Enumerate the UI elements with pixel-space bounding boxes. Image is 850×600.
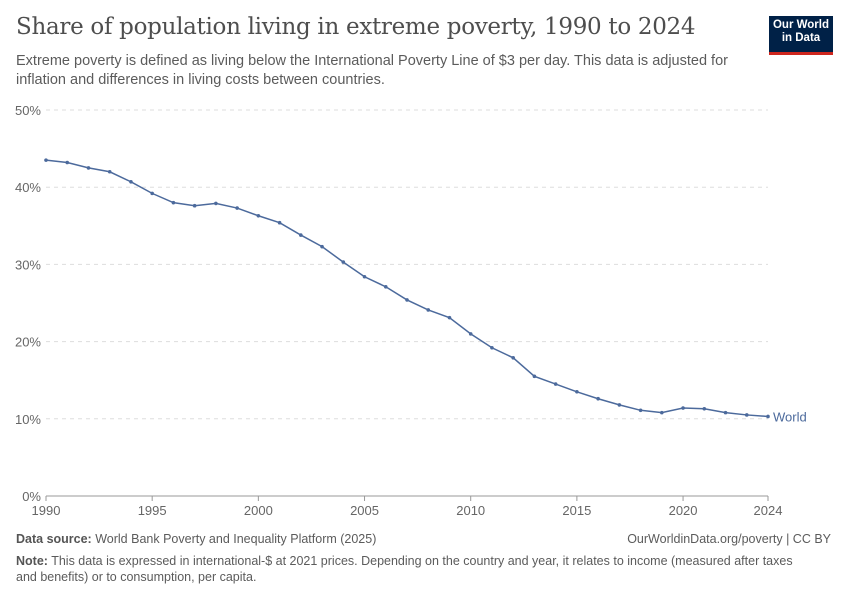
data-point [107, 169, 112, 174]
logo-line-2: in Data [781, 32, 821, 44]
y-tick-label: 30% [15, 257, 41, 272]
y-tick-label: 50% [15, 103, 41, 118]
chart-title: Share of population living in extreme po… [16, 14, 696, 40]
data-point [468, 332, 473, 336]
data-point [447, 315, 452, 320]
series-label: World [773, 409, 807, 424]
data-point [723, 410, 728, 415]
data-point [766, 414, 770, 419]
data-point [383, 284, 388, 289]
source-text: World Bank Poverty and Inequality Platfo… [95, 532, 377, 546]
data-point [553, 382, 558, 386]
data-point [341, 260, 346, 264]
logo-line-1: Our World [772, 19, 829, 31]
data-point [277, 220, 282, 225]
y-tick-label: 40% [15, 180, 41, 195]
data-point [681, 406, 685, 410]
data-point [44, 158, 48, 162]
data-point [214, 201, 218, 206]
x-tick-label: 2010 [456, 503, 485, 518]
data-point [617, 403, 622, 407]
data-point [744, 413, 749, 417]
x-tick-label: 2015 [562, 503, 591, 518]
data-point [426, 308, 431, 312]
data-source: Data source: World Bank Poverty and Ineq… [16, 532, 376, 546]
data-point [490, 345, 494, 350]
data-point [65, 160, 70, 165]
source-url-link[interactable]: OurWorldinData.org/poverty | CC BY [627, 532, 831, 546]
chart-subtitle: Extreme poverty is defined as living bel… [16, 53, 728, 88]
x-tick-label: 2000 [244, 503, 273, 518]
data-point [299, 233, 303, 237]
data-point [171, 200, 176, 205]
owid-logo[interactable]: Our World in Data [769, 16, 833, 55]
x-tick-label: 2024 [754, 503, 783, 518]
data-point [320, 244, 324, 249]
data-point [362, 274, 367, 279]
data-point [192, 203, 197, 208]
data-point [405, 298, 409, 302]
y-tick-label: 20% [15, 335, 41, 350]
note: Note: This data is expressed in internat… [16, 553, 816, 585]
data-point [86, 166, 91, 170]
data-point [532, 374, 537, 379]
y-tick-label: 0% [22, 489, 41, 504]
data-point [256, 213, 261, 218]
data-point [660, 410, 664, 415]
data-point [575, 389, 579, 394]
x-tick-label: 2005 [350, 503, 379, 518]
data-point [235, 206, 239, 210]
x-tick-label: 1995 [138, 503, 167, 518]
source-label: Data source: [16, 532, 92, 546]
data-point [638, 408, 643, 413]
y-tick-label: 10% [15, 412, 41, 427]
data-point [150, 191, 154, 196]
series-line-world [45, 159, 769, 418]
x-tick-label: 1990 [32, 503, 61, 518]
note-text: This data is expressed in international-… [16, 554, 793, 584]
data-point [511, 356, 515, 360]
note-label: Note: [16, 554, 48, 568]
x-tick-label: 2020 [669, 503, 698, 518]
data-point [596, 396, 600, 401]
data-point [702, 406, 707, 411]
data-point [129, 179, 133, 184]
